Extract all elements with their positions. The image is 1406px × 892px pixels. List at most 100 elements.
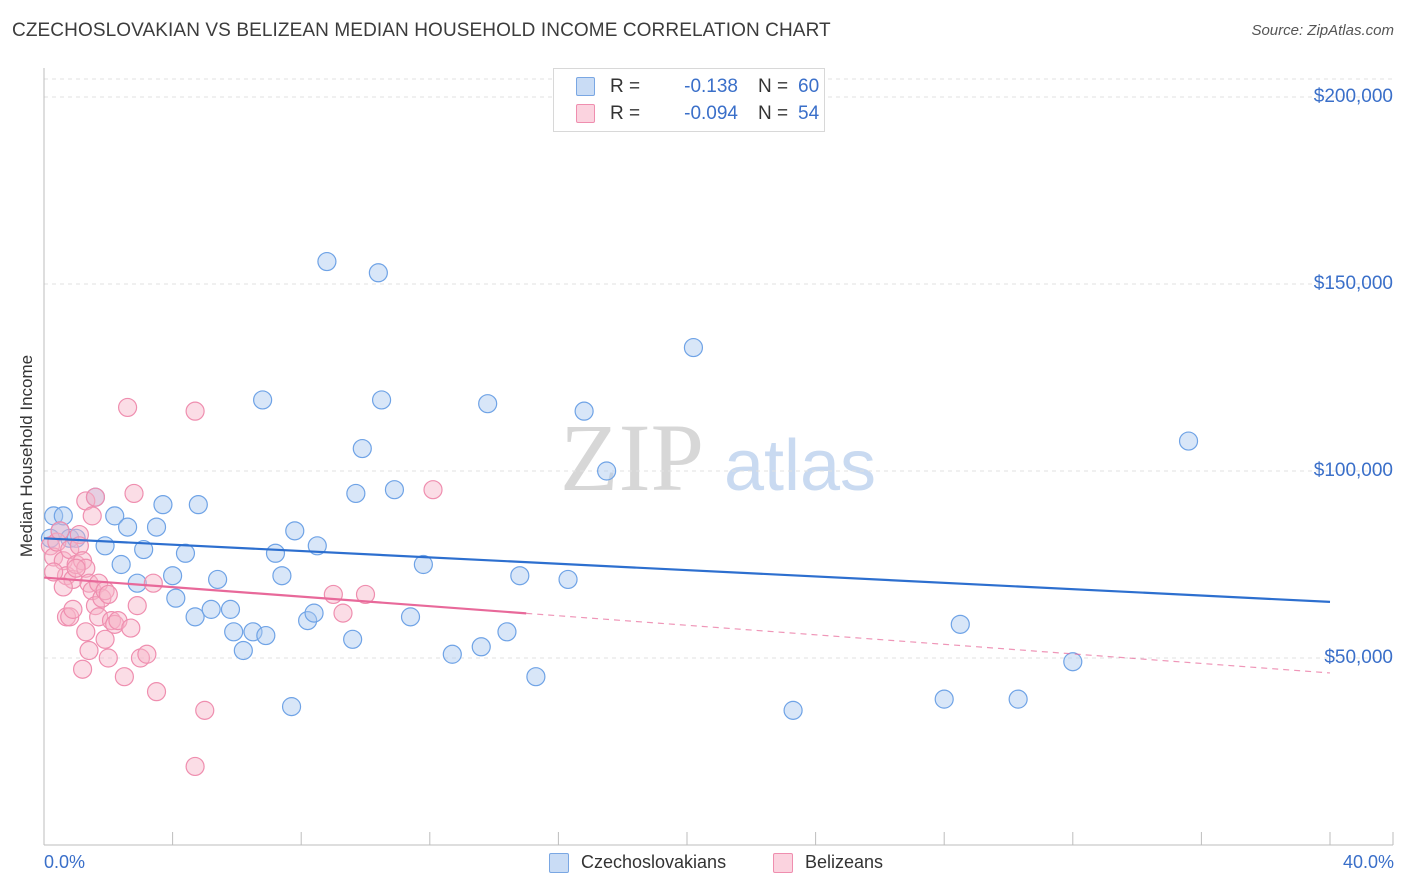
data-point — [1008, 689, 1028, 709]
data-point — [101, 610, 122, 631]
data-point — [683, 337, 704, 358]
data-point — [423, 480, 443, 500]
trend-line — [43, 576, 527, 615]
series-czechoslovakians — [40, 251, 1199, 720]
data-point — [117, 397, 138, 418]
data-point — [153, 495, 173, 515]
data-point — [272, 566, 292, 586]
watermark-zip: ZIP — [560, 404, 704, 511]
data-point — [124, 483, 144, 504]
data-point — [323, 584, 343, 605]
data-point — [368, 263, 388, 283]
data-point — [343, 629, 363, 649]
series-belizeans — [40, 397, 443, 777]
data-point — [208, 569, 228, 590]
data-point — [85, 487, 106, 507]
data-point — [98, 648, 118, 668]
data-point — [950, 614, 970, 634]
data-point — [76, 622, 96, 642]
data-point — [304, 603, 324, 623]
data-point — [442, 644, 462, 664]
data-point — [127, 596, 147, 616]
data-point — [352, 438, 372, 459]
x-tick-label-max: 40.0% — [1342, 852, 1394, 872]
trend-lines — [43, 537, 1331, 674]
data-point — [188, 495, 208, 515]
data-point — [44, 562, 64, 582]
legend-label: Belizeans — [805, 852, 884, 872]
data-point — [224, 622, 244, 642]
r-label: R = — [610, 76, 641, 97]
data-point — [143, 573, 163, 593]
x-tick-label-min: 0.0% — [44, 852, 86, 872]
data-point — [137, 644, 157, 664]
data-point — [574, 401, 594, 421]
data-point — [114, 667, 134, 687]
y-tick-label: $200,000 — [1313, 86, 1393, 107]
y-tick-label: $100,000 — [1313, 460, 1393, 481]
data-point — [185, 401, 205, 421]
data-point — [253, 390, 273, 410]
n-value: 54 — [798, 103, 820, 124]
data-point — [413, 554, 433, 575]
source-label: Source: ZipAtlas.com — [1251, 22, 1394, 39]
watermark: ZIP atlas — [560, 404, 876, 511]
data-point — [371, 390, 392, 410]
data-point — [256, 625, 276, 646]
data-point — [558, 569, 578, 590]
data-point — [384, 480, 405, 500]
axes — [43, 68, 1394, 846]
data-point — [298, 610, 318, 631]
y-tick-label: $150,000 — [1313, 273, 1393, 294]
data-point — [497, 622, 517, 642]
data-point — [117, 517, 138, 537]
data-point — [134, 539, 154, 560]
data-point — [95, 629, 115, 649]
y-tick-label: $50,000 — [1324, 647, 1393, 668]
n-value: 60 — [798, 76, 820, 97]
data-point — [243, 622, 263, 642]
data-point — [85, 596, 106, 616]
data-point — [285, 521, 305, 541]
data-point — [166, 588, 186, 608]
legend-swatch — [549, 853, 569, 873]
data-point — [471, 637, 491, 657]
trend-line-extension — [526, 612, 1331, 674]
data-point — [105, 506, 125, 526]
data-point — [281, 697, 302, 717]
data-point — [53, 577, 73, 597]
legend-swatch — [576, 104, 595, 123]
data-point — [201, 599, 221, 619]
data-point — [50, 521, 70, 541]
data-point — [146, 517, 167, 537]
data-point — [185, 756, 205, 777]
data-point — [146, 682, 167, 702]
data-point — [76, 558, 96, 578]
data-point — [355, 584, 376, 605]
data-point — [63, 599, 83, 619]
legend-swatch — [576, 77, 595, 96]
data-point — [400, 607, 421, 627]
data-point — [265, 543, 286, 563]
data-point — [1063, 652, 1083, 672]
data-point — [44, 547, 64, 567]
data-point — [95, 536, 115, 556]
legend-label: Czechoslovakians — [581, 852, 727, 872]
data-point — [233, 640, 253, 661]
legend-swatch — [773, 853, 793, 873]
data-point — [333, 603, 353, 623]
data-point — [79, 640, 99, 661]
data-point — [934, 689, 954, 709]
correlation-legend: R = -0.138 N = 60 R = -0.094 N = 54 — [553, 68, 825, 132]
chart-title: CZECHOSLOVAKIAN VS BELIZEAN MEDIAN HOUSE… — [12, 20, 831, 41]
data-point — [195, 700, 215, 720]
data-point — [72, 659, 93, 679]
data-point — [89, 607, 109, 627]
trend-line — [43, 537, 1331, 603]
r-label: R = — [610, 103, 641, 124]
data-point — [478, 394, 498, 414]
data-point — [98, 584, 118, 605]
data-point — [66, 558, 86, 578]
data-point — [185, 607, 205, 627]
